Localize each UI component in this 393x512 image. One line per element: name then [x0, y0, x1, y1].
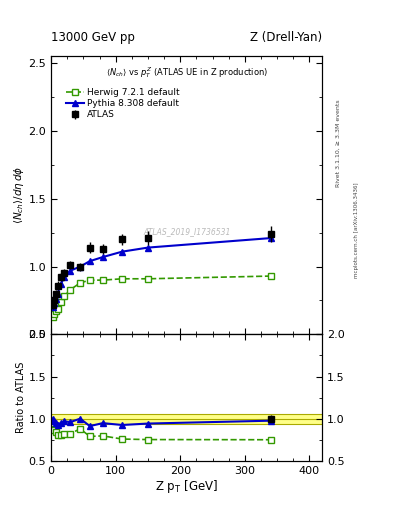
- Line: Pythia 8.308 default: Pythia 8.308 default: [50, 235, 274, 310]
- Pythia 8.308 default: [88, 258, 92, 264]
- Herwig 7.2.1 default: [50, 314, 55, 320]
- Text: $\langle N_{ch}\rangle$ vs $p_T^Z$ (ATLAS UE in Z production): $\langle N_{ch}\rangle$ vs $p_T^Z$ (ATLA…: [106, 65, 268, 79]
- Text: mcplots.cern.ch [arXiv:1306.3436]: mcplots.cern.ch [arXiv:1306.3436]: [354, 183, 359, 278]
- Herwig 7.2.1 default: [268, 273, 273, 279]
- Text: Z (Drell-Yan): Z (Drell-Yan): [250, 31, 322, 44]
- Herwig 7.2.1 default: [59, 299, 63, 305]
- Pythia 8.308 default: [50, 304, 55, 310]
- Pythia 8.308 default: [100, 254, 105, 260]
- Herwig 7.2.1 default: [120, 275, 125, 282]
- X-axis label: Z p$_{\rm T}$ [GeV]: Z p$_{\rm T}$ [GeV]: [155, 478, 218, 496]
- Y-axis label: $\langle N_{ch}\rangle/d\eta\,d\phi$: $\langle N_{ch}\rangle/d\eta\,d\phi$: [12, 166, 26, 224]
- Herwig 7.2.1 default: [88, 277, 92, 283]
- Y-axis label: Ratio to ATLAS: Ratio to ATLAS: [16, 362, 26, 433]
- Herwig 7.2.1 default: [53, 308, 58, 314]
- Text: ATLAS_2019_I1736531: ATLAS_2019_I1736531: [143, 227, 230, 236]
- Pythia 8.308 default: [52, 300, 57, 306]
- Herwig 7.2.1 default: [68, 287, 73, 293]
- Pythia 8.308 default: [78, 264, 83, 270]
- Pythia 8.308 default: [268, 235, 273, 241]
- Herwig 7.2.1 default: [55, 306, 60, 312]
- Herwig 7.2.1 default: [145, 275, 150, 282]
- Text: Rivet 3.1.10, ≥ 3.3M events: Rivet 3.1.10, ≥ 3.3M events: [336, 99, 341, 187]
- Herwig 7.2.1 default: [100, 277, 105, 283]
- Pythia 8.308 default: [53, 296, 58, 302]
- Text: 13000 GeV pp: 13000 GeV pp: [51, 31, 135, 44]
- Pythia 8.308 default: [120, 249, 125, 255]
- Pythia 8.308 default: [145, 245, 150, 251]
- Pythia 8.308 default: [68, 268, 73, 274]
- Legend: Herwig 7.2.1 default, Pythia 8.308 default, ATLAS: Herwig 7.2.1 default, Pythia 8.308 defau…: [64, 86, 182, 121]
- Pythia 8.308 default: [62, 274, 66, 281]
- Pythia 8.308 default: [55, 291, 60, 297]
- Herwig 7.2.1 default: [62, 293, 66, 300]
- Herwig 7.2.1 default: [78, 280, 83, 286]
- Pythia 8.308 default: [59, 281, 63, 287]
- Line: Herwig 7.2.1 default: Herwig 7.2.1 default: [50, 273, 274, 320]
- Herwig 7.2.1 default: [52, 311, 57, 317]
